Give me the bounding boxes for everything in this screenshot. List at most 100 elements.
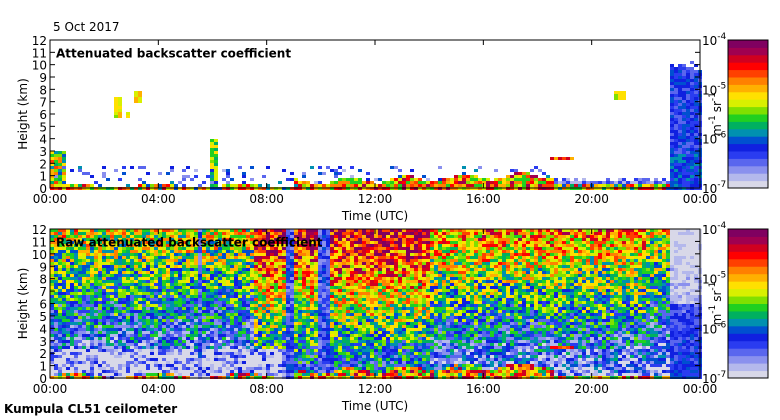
heatmap-cell — [78, 295, 82, 298]
heatmap-cell — [98, 286, 102, 289]
heatmap-cell — [102, 271, 106, 274]
heatmap-cell — [210, 148, 214, 151]
heatmap-cell — [162, 265, 166, 268]
heatmap-cell — [118, 259, 122, 262]
heatmap-cell — [334, 307, 338, 310]
heatmap-cell — [326, 334, 330, 337]
heatmap-cell — [526, 172, 530, 175]
heatmap-cell — [210, 310, 214, 313]
heatmap-cell — [286, 352, 290, 355]
heatmap-cell — [118, 262, 122, 265]
heatmap-cell — [138, 241, 142, 244]
heatmap-cell — [58, 301, 62, 304]
heatmap-cell — [110, 247, 114, 250]
heatmap-cell — [286, 256, 290, 259]
heatmap-cell — [178, 247, 182, 250]
heatmap-cell — [326, 265, 330, 268]
heatmap-cell — [674, 118, 678, 121]
heatmap-cell — [322, 235, 326, 238]
heatmap-cell — [94, 271, 98, 274]
heatmap-cell — [214, 340, 218, 343]
heatmap-cell — [226, 352, 230, 355]
heatmap-cell — [190, 232, 194, 235]
heatmap-cell — [110, 283, 114, 286]
heatmap-cell — [290, 358, 294, 361]
heatmap-cell — [282, 292, 286, 295]
heatmap-cell — [270, 250, 274, 253]
heatmap-cell — [678, 118, 682, 121]
heatmap-cell — [262, 175, 266, 178]
heatmap-cell — [298, 265, 302, 268]
heatmap-cell — [222, 337, 226, 340]
heatmap-cell — [218, 343, 222, 346]
heatmap-cell — [222, 325, 226, 328]
heatmap-cell — [98, 349, 102, 352]
heatmap-cell — [106, 352, 110, 355]
heatmap-cell — [318, 367, 322, 370]
heatmap-cell — [326, 247, 330, 250]
heatmap-cell — [102, 247, 106, 250]
heatmap-cell — [166, 274, 170, 277]
heatmap-cell — [274, 319, 278, 322]
heatmap-cell — [138, 268, 142, 271]
heatmap-cell — [222, 283, 226, 286]
heatmap-cell — [102, 235, 106, 238]
heatmap-cell — [114, 337, 118, 340]
heatmap-cell — [122, 325, 126, 328]
heatmap-cell — [358, 235, 362, 238]
heatmap-cell — [238, 292, 242, 295]
heatmap-cell — [106, 307, 110, 310]
heatmap-cell — [666, 184, 670, 187]
heatmap-cell — [670, 133, 674, 136]
heatmap-cell — [230, 310, 234, 313]
heatmap-cell — [146, 337, 150, 340]
heatmap-cell — [182, 370, 186, 373]
heatmap-attenuated — [50, 61, 702, 190]
heatmap-cell — [182, 340, 186, 343]
heatmap-cell — [282, 319, 286, 322]
heatmap-cell — [102, 253, 106, 256]
heatmap-cell — [246, 325, 250, 328]
heatmap-cell — [674, 103, 678, 106]
heatmap-cell — [206, 349, 210, 352]
heatmap-cell — [274, 232, 278, 235]
heatmap-cell — [682, 145, 686, 148]
heatmap-cell — [98, 325, 102, 328]
heatmap-cell — [74, 337, 78, 340]
heatmap-cell — [150, 289, 154, 292]
heatmap-cell — [114, 235, 118, 238]
heatmap-cell — [174, 340, 178, 343]
heatmap-cell — [246, 307, 250, 310]
heatmap-cell — [338, 166, 342, 169]
heatmap-cell — [94, 358, 98, 361]
heatmap-cell — [142, 313, 146, 316]
heatmap-cell — [262, 340, 266, 343]
heatmap-cell — [694, 106, 698, 109]
heatmap-cell — [210, 358, 214, 361]
heatmap-cell — [82, 172, 86, 175]
heatmap-cell — [58, 235, 62, 238]
heatmap-cell — [198, 238, 202, 241]
heatmap-cell — [690, 157, 694, 160]
heatmap-cell — [554, 157, 558, 160]
heatmap-cell — [178, 292, 182, 295]
heatmap-cell — [330, 346, 334, 349]
heatmap-cell — [126, 247, 130, 250]
heatmap-cell — [230, 274, 234, 277]
heatmap-cell — [686, 181, 690, 184]
heatmap-cell — [274, 331, 278, 334]
heatmap-cell — [170, 301, 174, 304]
heatmap-cell — [306, 370, 310, 373]
heatmap-cell — [234, 319, 238, 322]
heatmap-cell — [250, 280, 254, 283]
heatmap-cell — [106, 241, 110, 244]
heatmap-cell — [222, 271, 226, 274]
heatmap-cell — [90, 301, 94, 304]
heatmap-cell — [110, 352, 114, 355]
colorbar-swatch — [728, 136, 768, 145]
heatmap-cell — [238, 316, 242, 319]
heatmap-cell — [682, 91, 686, 94]
heatmap-cell — [110, 229, 114, 232]
heatmap-cell — [66, 277, 70, 280]
heatmap-cell — [398, 169, 402, 172]
